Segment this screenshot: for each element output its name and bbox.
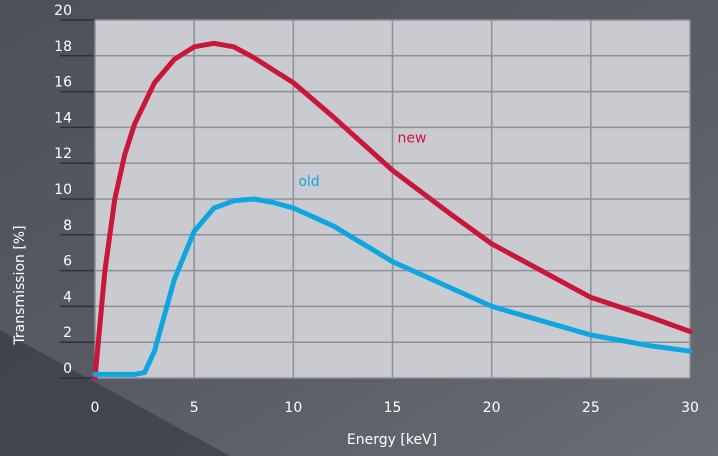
y-tick-label: 10 [54,182,72,198]
y-tick-label: 12 [54,146,72,162]
y-tick-label: 4 [63,289,72,305]
y-tick-label: 18 [54,39,72,55]
x-tick-label: 20 [483,400,501,416]
x-tick-label: 30 [681,400,699,416]
y-tick-label: 14 [54,110,72,126]
y-tick-label: 16 [54,75,72,91]
x-tick-label: 10 [284,400,302,416]
y-tick-label: 8 [63,218,72,234]
y-tick-label: 0 [63,361,72,377]
y-axis-label: Transmission [%] [12,225,28,345]
x-axis-label: Energy [keV] [347,432,437,448]
x-tick-label: 5 [190,400,199,416]
chart: Energy [keV] Transmission [%] 0 2 4 6 8 10 12 1… [0,0,718,456]
series-label: new [398,130,427,146]
y-tick-label: 2 [63,325,72,341]
page: Energy [keV] Transmission [%] 0 2 4 6 8 10 12 1… [0,0,718,456]
y-tick-label: 6 [63,254,72,270]
series-label: old [298,174,319,190]
x-tick-label: 15 [384,400,402,416]
y-tick-label: 20 [54,3,72,19]
x-tick-label: 0 [91,400,100,416]
x-tick-label: 25 [582,400,600,416]
